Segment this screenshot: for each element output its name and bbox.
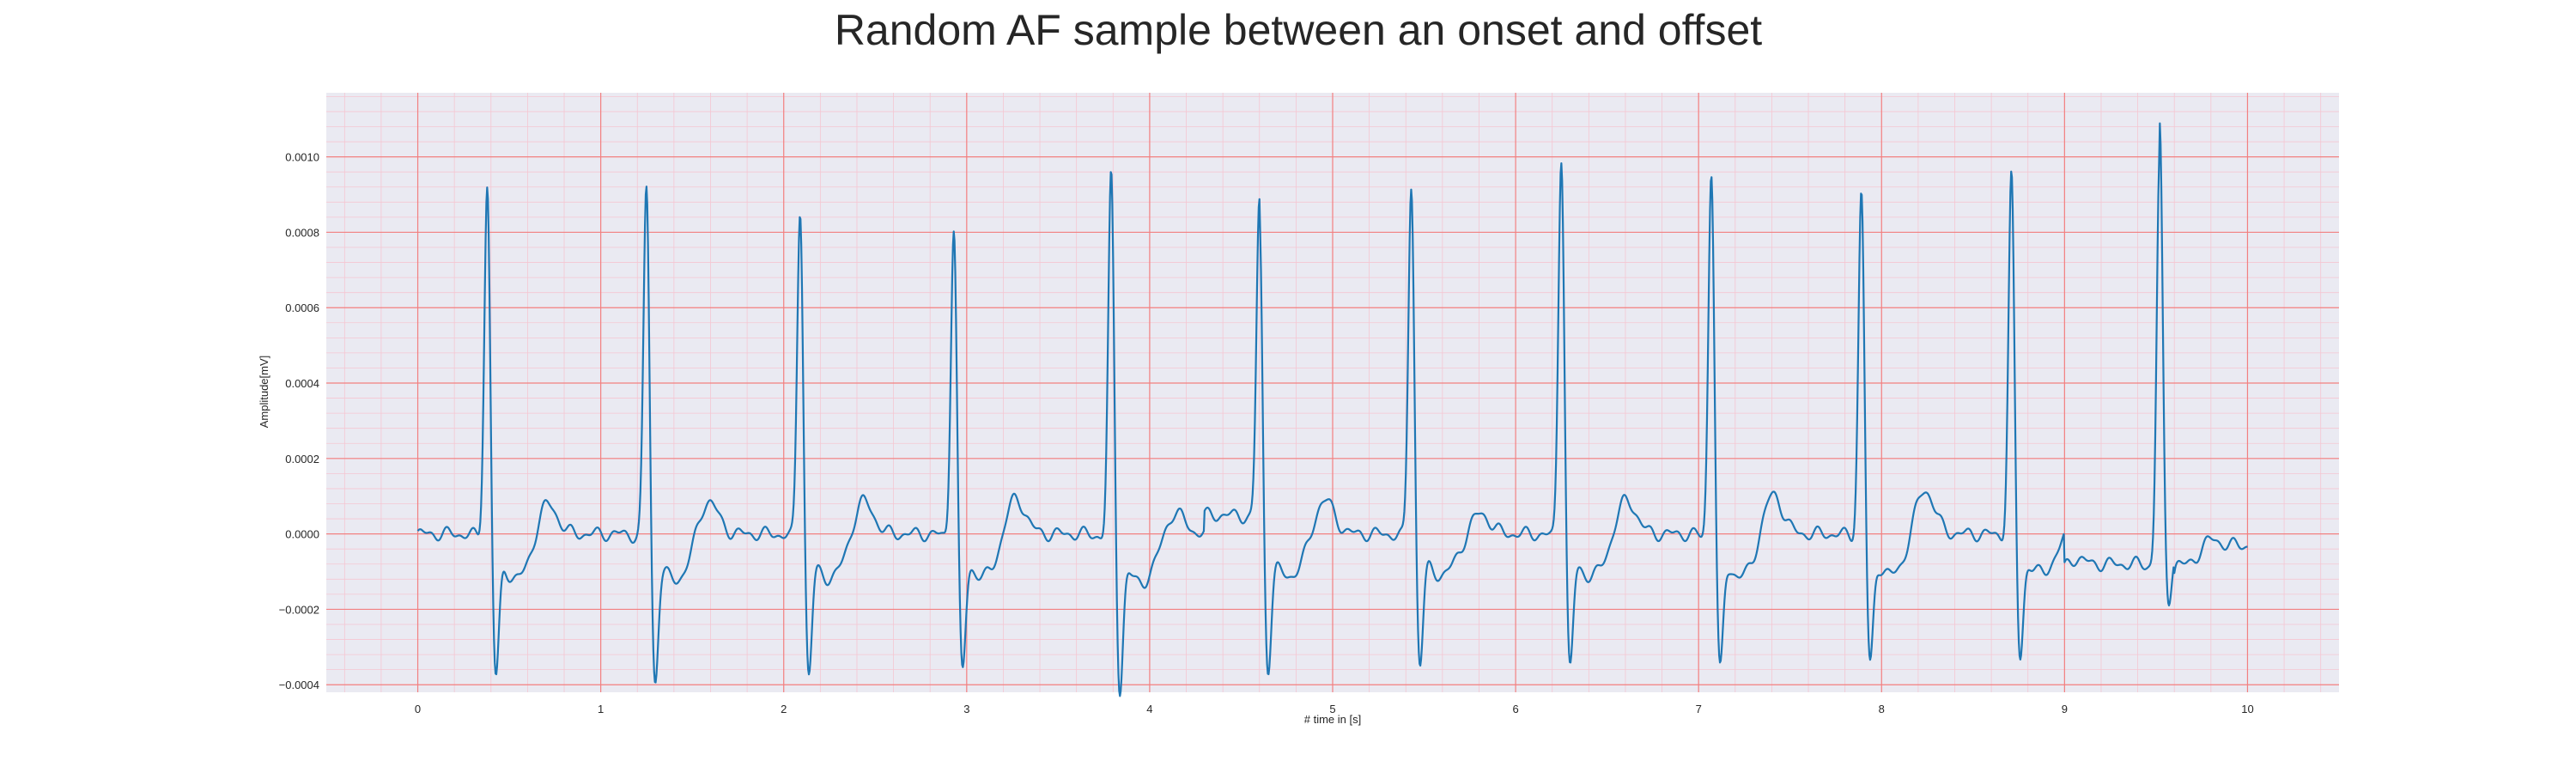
y-tick-labels: −0.0004 −0.0002 0.0000 0.0002 0.0004 0.0006 0.… <box>279 151 319 692</box>
x-tick-label: 2 <box>781 703 787 715</box>
x-tick-label: 9 <box>2062 703 2068 715</box>
ecg-trace <box>416 122 2248 697</box>
y-tick-label: 0.0006 <box>285 301 319 314</box>
y-tick-label: 0.0004 <box>285 377 319 390</box>
y-tick-label: 0.0008 <box>285 226 319 239</box>
x-tick-labels: 0 1 2 3 4 5 6 7 8 9 10 <box>415 703 2254 715</box>
x-tick-label: 4 <box>1146 703 1152 715</box>
x-tick-label: 0 <box>415 703 421 715</box>
y-tick-label: −0.0004 <box>279 679 319 691</box>
y-tick-label: 0.0010 <box>285 151 319 164</box>
x-tick-label: 5 <box>1329 703 1335 715</box>
x-tick-label: 6 <box>1512 703 1518 715</box>
x-axis-label: # time in [s] <box>1304 713 1361 726</box>
y-tick-label: −0.0002 <box>279 603 319 616</box>
x-tick-label: 10 <box>2241 703 2253 715</box>
x-tick-label: 3 <box>963 703 969 715</box>
y-tick-label: 0.0002 <box>285 453 319 466</box>
y-tick-label: 0.0000 <box>285 528 319 541</box>
x-tick-label: 7 <box>1696 703 1702 715</box>
x-tick-label: 1 <box>598 703 604 715</box>
chart-title: Random AF sample between an onset and of… <box>835 6 1762 54</box>
x-tick-label: 8 <box>1879 703 1885 715</box>
y-axis-label: Amplitude[mV] <box>258 356 270 429</box>
